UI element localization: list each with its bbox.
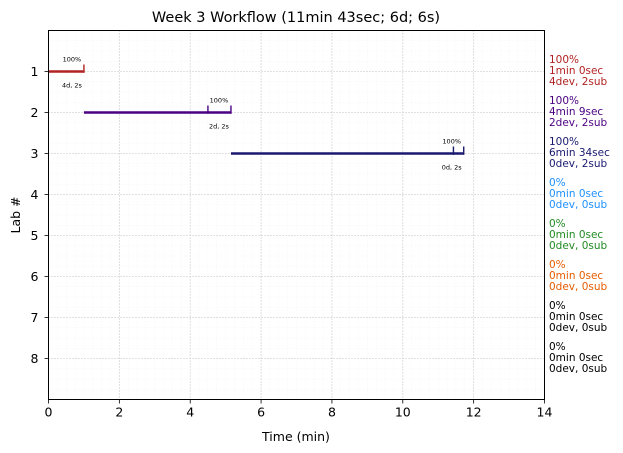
lab-1-devsub-label: 4dev, 2sub xyxy=(549,76,608,88)
lab-1-time-label: 1min 0sec xyxy=(549,65,603,77)
lab-7-pct-label: 0% xyxy=(549,300,566,312)
lab-8-devsub-label: 0dev, 0sub xyxy=(549,363,608,375)
lab-5-devsub-label: 0dev, 0sub xyxy=(549,240,608,252)
x-tick-label: 10 xyxy=(395,405,411,420)
lab-2-devsub-annotation: 2d, 2s xyxy=(209,123,230,131)
y-tick-label: 7 xyxy=(31,310,39,325)
y-axis-label: Lab # xyxy=(8,196,23,233)
plot-frame xyxy=(48,30,545,400)
y-tick-label: 1 xyxy=(31,64,39,79)
x-tick-label: 4 xyxy=(186,405,194,420)
x-tick-label: 8 xyxy=(328,405,336,420)
lab-3-time-label: 6min 34sec xyxy=(549,147,610,159)
lab-3-pct-annotation: 100% xyxy=(442,138,461,146)
x-tick-label: 6 xyxy=(257,405,265,420)
lab-1-pct-annotation: 100% xyxy=(63,56,82,64)
y-tick-label: 3 xyxy=(31,146,39,161)
lab-1-pct-label: 100% xyxy=(549,54,579,66)
lab-4-time-label: 0min 0sec xyxy=(549,188,603,200)
lab-6-pct-label: 0% xyxy=(549,259,566,271)
lab-5-pct-label: 0% xyxy=(549,218,566,230)
lab-6-time-label: 0min 0sec xyxy=(549,270,603,282)
x-tick-label: 2 xyxy=(115,405,123,420)
y-tick-label: 4 xyxy=(31,187,39,202)
major-grid xyxy=(48,30,545,400)
lab-3-devsub-annotation: 0d, 2s xyxy=(442,164,463,172)
lab-3-devsub-label: 0dev, 2sub xyxy=(549,158,608,170)
lab-5-time-label: 0min 0sec xyxy=(549,229,603,241)
y-tick-label: 8 xyxy=(31,351,39,366)
x-tick-label: 0 xyxy=(45,405,53,420)
bars-layer: 100% 4d, 2s 100% 2d, 2s 100% 0d, 2s xyxy=(48,56,465,172)
lab-7-devsub-label: 0dev, 0sub xyxy=(549,322,608,334)
chart-title: Week 3 Workflow (11min 43sec; 6d; 6s) xyxy=(152,10,440,26)
lab-4-devsub-label: 0dev, 0sub xyxy=(549,199,608,211)
x-tick-label: 12 xyxy=(466,405,482,420)
lab-1-devsub-annotation: 4d, 2s xyxy=(62,82,83,90)
lab-2-pct-label: 100% xyxy=(549,95,579,107)
lab-2-pct-annotation: 100% xyxy=(210,97,229,105)
lab-7-time-label: 0min 0sec xyxy=(549,311,603,323)
lab-2-time-label: 4min 9sec xyxy=(549,106,603,118)
lab-6-devsub-label: 0dev, 0sub xyxy=(549,281,608,293)
y-tick-label: 2 xyxy=(31,105,39,120)
x-tick-label: 14 xyxy=(537,405,553,420)
lab-2-devsub-label: 2dev, 2sub xyxy=(549,117,608,129)
y-tick-label: 6 xyxy=(31,269,39,284)
lab-4-pct-label: 0% xyxy=(549,177,566,189)
lab-3-pct-label: 100% xyxy=(549,136,579,148)
lab-8-time-label: 0min 0sec xyxy=(549,352,603,364)
minor-grid xyxy=(48,30,545,400)
y-tick-label: 5 xyxy=(31,228,39,243)
lab-8-pct-label: 0% xyxy=(549,341,566,353)
x-axis-label: Time (min) xyxy=(261,429,330,444)
